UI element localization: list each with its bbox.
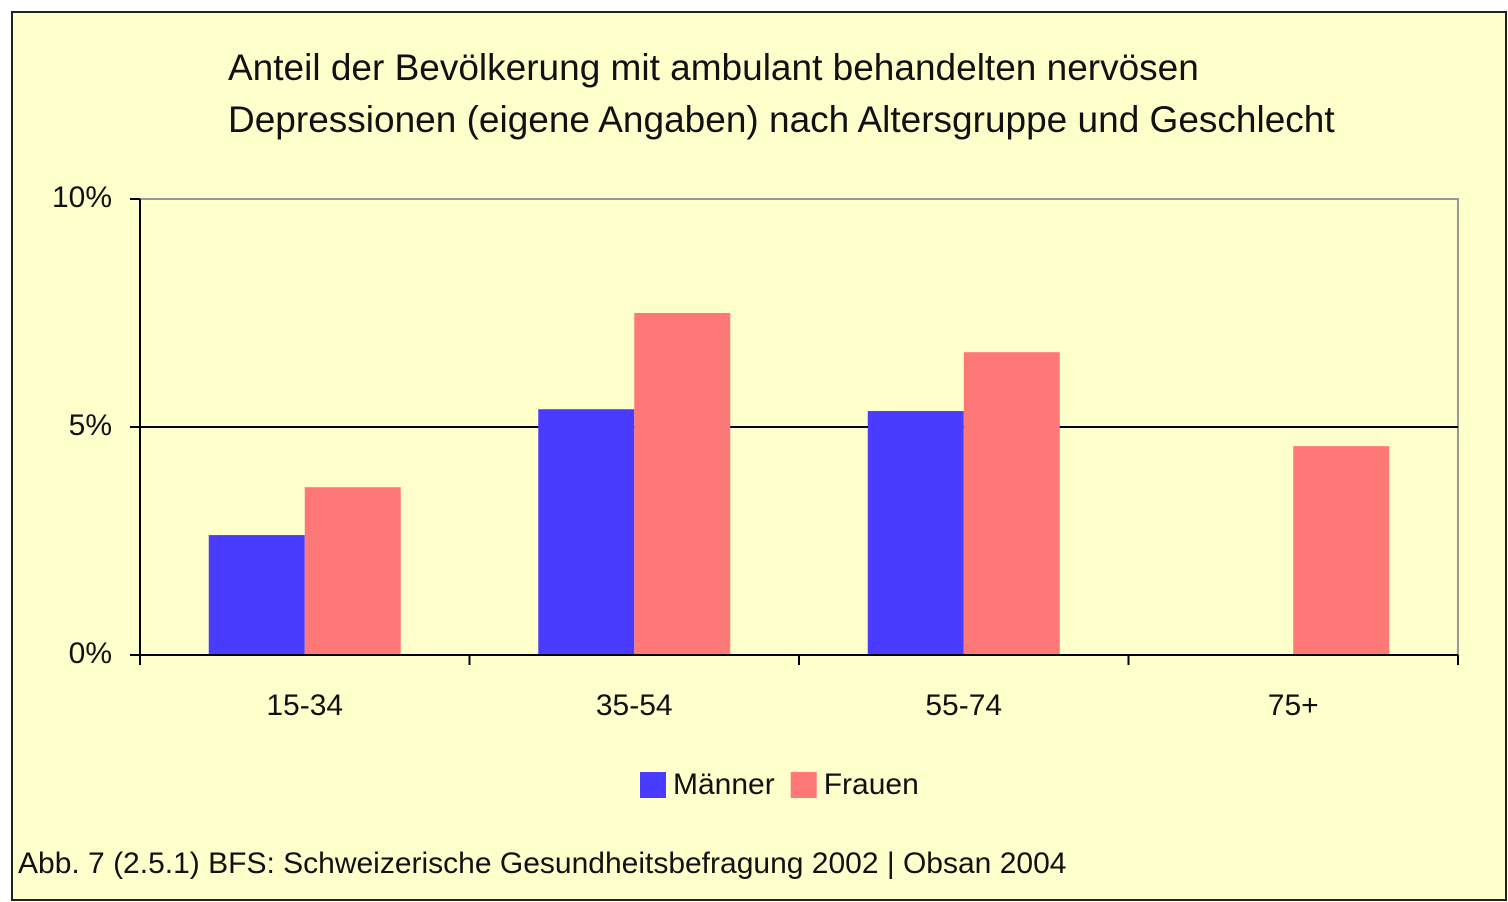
legend-label: Frauen xyxy=(824,768,919,801)
bar xyxy=(304,487,401,655)
bar xyxy=(963,352,1060,655)
y-tick-label: 5% xyxy=(69,409,112,442)
source-note: Abb. 7 (2.5.1) BFS: Schweizerische Gesun… xyxy=(18,847,1066,880)
y-tick-label: 10% xyxy=(52,181,112,214)
x-tick-label: 35-54 xyxy=(596,689,673,722)
x-tick-label: 15-34 xyxy=(266,689,343,722)
legend-swatch xyxy=(790,772,817,798)
bar xyxy=(208,535,305,655)
chart-title: Anteil der Bevölkerung mit ambulant beha… xyxy=(228,47,1335,140)
y-tick-label: 0% xyxy=(69,637,112,670)
x-tick-label: 55-74 xyxy=(925,689,1002,722)
bar xyxy=(538,409,635,655)
chart-background xyxy=(11,11,1507,901)
legend-swatch xyxy=(640,772,666,798)
x-tick-label: 75+ xyxy=(1268,689,1319,722)
bar xyxy=(634,313,731,655)
plot-frame xyxy=(140,198,1459,655)
bar xyxy=(1293,446,1390,655)
bar xyxy=(867,411,964,655)
legend-label: Männer xyxy=(673,768,775,801)
